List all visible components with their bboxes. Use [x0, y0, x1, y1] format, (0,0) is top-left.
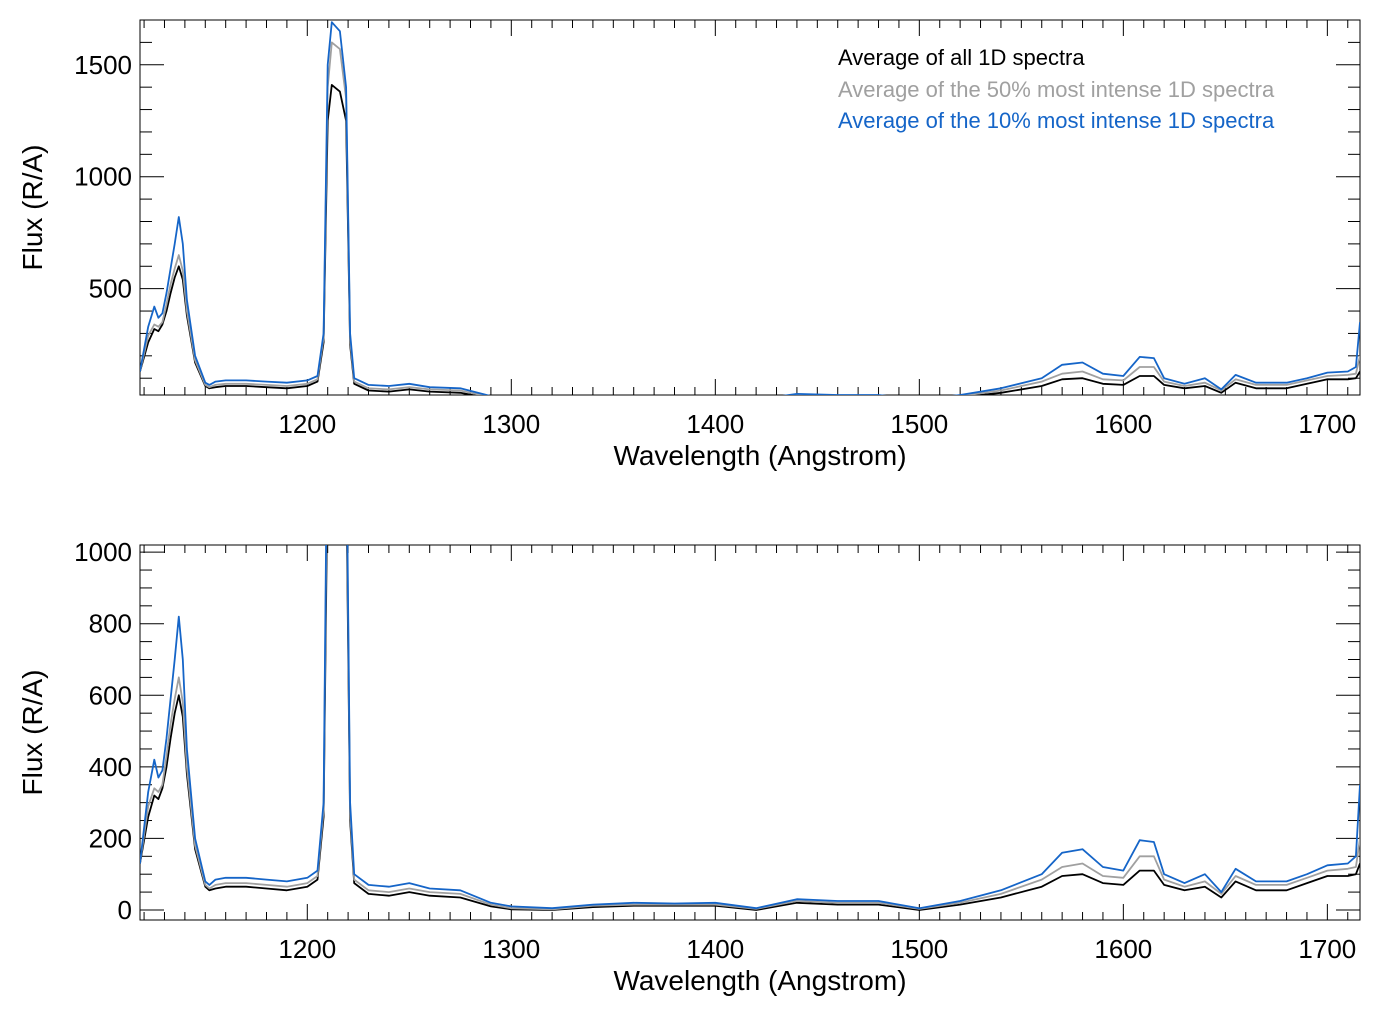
legend-entry-50pct: Average of the 50% most intense 1D spect…: [838, 77, 1275, 102]
y-tick-label: 1000: [74, 162, 132, 192]
x-tick-label: 1500: [890, 409, 948, 439]
x-tick-label: 1400: [686, 934, 744, 964]
x-tick-label: 1600: [1094, 934, 1152, 964]
y-tick-label: 800: [89, 609, 132, 639]
series-group: [140, 21, 1360, 395]
x-tick-label: 1400: [686, 409, 744, 439]
x-axis-label: Wavelength (Angstrom): [613, 965, 906, 996]
y-tick-label: 600: [89, 680, 132, 710]
bottom-panel: 1200 1300 1400 1500 1600 1700 0 200 400 600 800 100…: [17, 537, 1361, 996]
y-tick-label: 1500: [74, 50, 132, 80]
y-tick-label: 1000: [74, 537, 132, 567]
plot-frame: [139, 544, 1361, 921]
x-tick-label: 1200: [278, 409, 336, 439]
y-axis-label: Flux (R/A): [17, 145, 48, 271]
x-tick-label: 1600: [1094, 409, 1152, 439]
series-group: [140, 545, 1360, 911]
legend: Average of all 1D spectra Average of the…: [838, 45, 1275, 133]
series-line-all: [140, 545, 1360, 911]
plot-frame: [139, 19, 1361, 396]
y-axis-label: Flux (R/A): [17, 670, 48, 796]
series-line-p10: [140, 21, 1360, 395]
x-tick-label: 1700: [1298, 409, 1356, 439]
x-tick-label: 1500: [890, 934, 948, 964]
y-tick-label: 500: [89, 274, 132, 304]
legend-entry-all: Average of all 1D spectra: [838, 45, 1085, 70]
x-tick-label: 1300: [482, 409, 540, 439]
x-tick-label: 1200: [278, 934, 336, 964]
series-line-p10: [140, 545, 1360, 910]
x-tick-label: 1700: [1298, 934, 1356, 964]
legend-entry-10pct: Average of the 10% most intense 1D spect…: [838, 108, 1275, 133]
y-tick-label: 0: [118, 895, 132, 925]
y-tick-label: 400: [89, 752, 132, 782]
x-tick-label: 1300: [482, 934, 540, 964]
x-axis-label: Wavelength (Angstrom): [613, 440, 906, 471]
y-tick-label: 200: [89, 823, 132, 853]
top-panel: 1200 1300 1400 1500 1600 170050010001500Wavel…: [17, 19, 1361, 471]
